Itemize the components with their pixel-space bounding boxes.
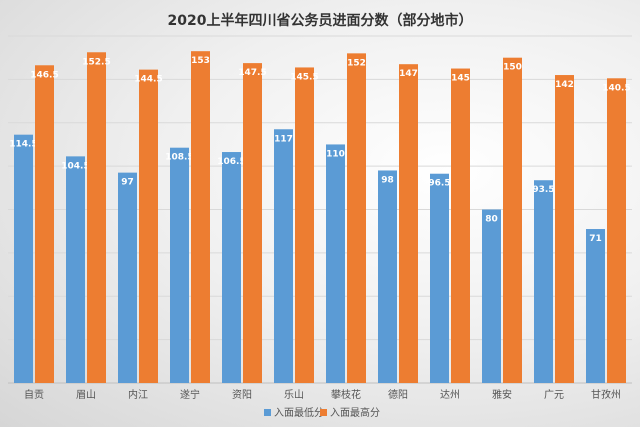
- category-label: 达州: [440, 389, 460, 401]
- bar-max: [243, 63, 262, 383]
- legend-label: 入面最低分: [274, 406, 324, 419]
- category-label: 遂宁: [180, 388, 200, 401]
- data-label: 152.5: [82, 57, 110, 67]
- data-label: 144.5: [134, 75, 162, 85]
- bar-max: [191, 51, 210, 384]
- category-label: 德阳: [388, 388, 408, 401]
- chart-title: 2020上半年四川省公务员进面分数（部分地市）: [168, 12, 473, 29]
- category-label: 眉山: [76, 389, 96, 401]
- bar-min: [274, 129, 293, 383]
- data-label: 96.5: [428, 179, 450, 189]
- data-label: 140.5: [602, 83, 630, 93]
- legend-label: 入面最高分: [330, 406, 380, 419]
- category-label: 资阳: [232, 389, 252, 401]
- bar-max: [35, 65, 54, 383]
- data-label: 152: [347, 58, 366, 68]
- data-label: 110: [326, 149, 345, 159]
- bar-min: [66, 156, 85, 383]
- category-label: 乐山: [284, 389, 304, 401]
- bar-max: [139, 69, 158, 383]
- data-label: 153: [191, 56, 210, 66]
- category-label: 甘孜州: [591, 388, 621, 401]
- bar-max: [347, 53, 366, 383]
- category-label: 自贡: [24, 388, 44, 401]
- data-label: 71: [589, 234, 602, 244]
- data-label: 147: [399, 69, 418, 79]
- data-label: 145.5: [290, 72, 318, 82]
- data-label: 108.5: [165, 153, 193, 163]
- bar-min: [430, 173, 449, 383]
- bar-min: [586, 229, 605, 383]
- bar-min: [170, 147, 189, 383]
- category-label: 内江: [128, 388, 148, 401]
- data-label: 117: [274, 134, 293, 144]
- data-label: 93.5: [532, 185, 554, 195]
- category-label: 雅安: [492, 388, 512, 401]
- data-label: 145: [451, 74, 470, 84]
- bar-max: [503, 57, 522, 383]
- bar-min: [378, 170, 397, 383]
- data-label: 80: [485, 215, 498, 225]
- bar-max: [87, 52, 106, 383]
- data-label: 98: [381, 175, 394, 185]
- legend-swatch: [320, 409, 327, 416]
- bar-max: [607, 78, 626, 384]
- data-label: 106.5: [217, 157, 245, 167]
- data-label: 146.5: [30, 70, 58, 80]
- data-label: 114.5: [9, 140, 37, 150]
- bar-max: [555, 75, 574, 383]
- bar-max: [451, 68, 470, 383]
- data-label: 150: [503, 63, 522, 73]
- category-label: 广元: [544, 389, 564, 401]
- data-label: 104.5: [61, 161, 89, 171]
- category-label: 攀枝花: [331, 388, 361, 401]
- bar-max: [295, 67, 314, 384]
- bar-min: [222, 152, 241, 383]
- legend: 入面最低分 入面最高分: [264, 406, 380, 419]
- bar-max: [399, 64, 418, 383]
- bar-min: [482, 209, 501, 383]
- data-label: 147.5: [238, 68, 266, 78]
- bar-min: [14, 134, 33, 383]
- bar-min: [118, 172, 137, 383]
- data-label: 142: [555, 80, 574, 90]
- bar-min: [326, 144, 345, 383]
- legend-swatch: [264, 409, 271, 416]
- bar-min: [534, 180, 553, 383]
- data-label: 97: [121, 178, 134, 188]
